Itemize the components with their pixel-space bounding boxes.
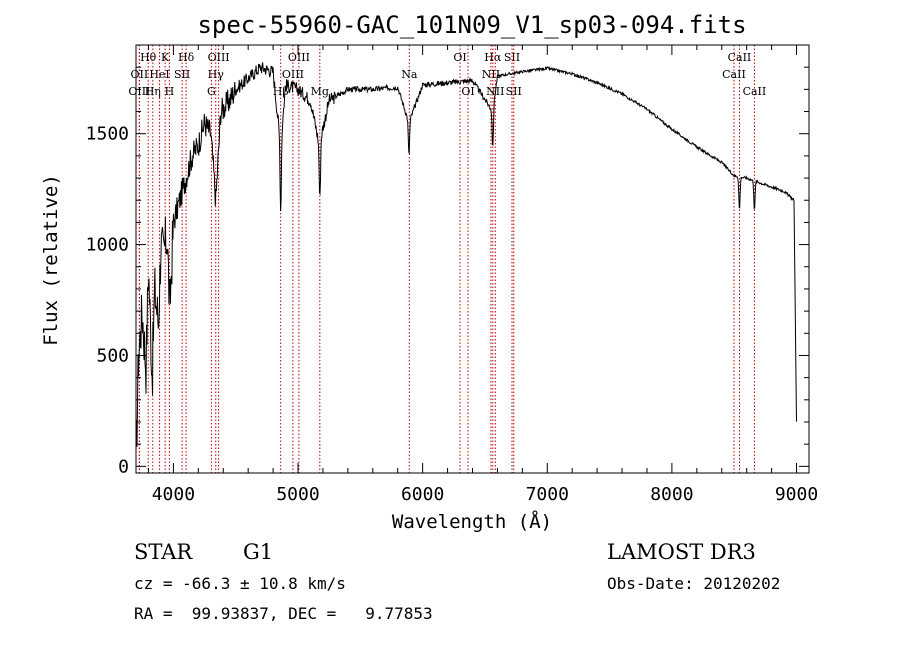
line-marker-label: OIII: [288, 51, 310, 64]
line-marker-label: Hθ: [140, 51, 157, 64]
plot-frame: [135, 44, 810, 474]
line-marker-label: OIII: [128, 85, 150, 98]
survey-name: LAMOST DR3: [607, 540, 756, 564]
x-tick-label: 4000: [152, 484, 195, 505]
spectrum-line: [135, 62, 797, 447]
line-marker-label: K: [161, 51, 170, 64]
coordinates-line: RA = 99.93837, DEC = 9.77853: [134, 604, 433, 623]
redshift-line: cz = -66.3 ± 10.8 km/s: [134, 574, 346, 593]
y-tick-label: 1500: [86, 124, 129, 145]
line-marker-label: SII: [504, 51, 520, 64]
y-tick-label: 1000: [86, 235, 129, 256]
line-marker-label: H: [165, 85, 175, 98]
x-tick-label: 7000: [526, 484, 569, 505]
line-marker-label: SII: [174, 68, 190, 81]
x-tick-label: 5000: [276, 484, 319, 505]
x-tick-label: 6000: [401, 484, 444, 505]
axis-ticks: 4000 5000 6000 7000 8000 9000 0 500 1000 1500: [86, 45, 818, 505]
object-subclass: G1: [243, 540, 273, 564]
line-marker-label: Hη: [145, 85, 161, 98]
line-marker-label: Hγ: [208, 68, 225, 81]
line-marker-label: CaII: [722, 68, 746, 81]
line-marker-label: SII: [506, 85, 522, 98]
line-marker-label: CaII: [743, 85, 767, 98]
x-tick-label: 8000: [650, 484, 693, 505]
line-marker-label: Hα: [484, 51, 502, 64]
line-marker-label: Hδ: [178, 51, 195, 64]
x-tick-label: 9000: [775, 484, 818, 505]
line-marker-label: OIII: [282, 68, 304, 81]
line-marker-label: OI: [453, 51, 466, 64]
x-axis-label: Wavelength (Å): [392, 510, 552, 533]
line-marker-label: Na: [401, 68, 418, 81]
line-marker-label: HeI: [149, 68, 169, 81]
y-tick-label: 500: [96, 345, 129, 366]
y-axis-label: Flux (relative): [40, 174, 62, 346]
chart-title: spec-55960-GAC_101N09_V1_sp03-094.fits: [197, 11, 746, 39]
obs-date: Obs-Date: 20120202: [607, 574, 780, 593]
line-marker-label: Mg: [311, 85, 329, 98]
y-tick-label: 0: [118, 456, 129, 477]
line-marker-label: CaII: [728, 51, 752, 64]
line-marker-label: OIII: [208, 51, 230, 64]
line-marker-label: G: [207, 85, 216, 98]
series-layer: [135, 62, 797, 447]
object-class: STAR: [134, 540, 193, 564]
line-marker-label: OI: [461, 85, 474, 98]
